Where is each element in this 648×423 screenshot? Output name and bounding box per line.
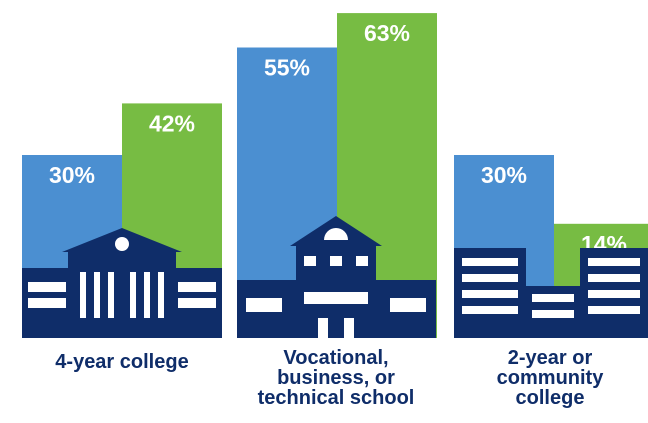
value-label: 30% (49, 162, 95, 188)
value-label: 30% (481, 162, 527, 188)
building-icon (22, 216, 648, 338)
value-label: 42% (149, 110, 195, 136)
value-label: 63% (364, 20, 410, 46)
category-label: 4-year college (55, 351, 189, 373)
category-label: 2-year or community college (496, 347, 604, 409)
value-label: 55% (264, 55, 310, 81)
category-label: Vocational, business, or technical schoo… (257, 347, 415, 409)
